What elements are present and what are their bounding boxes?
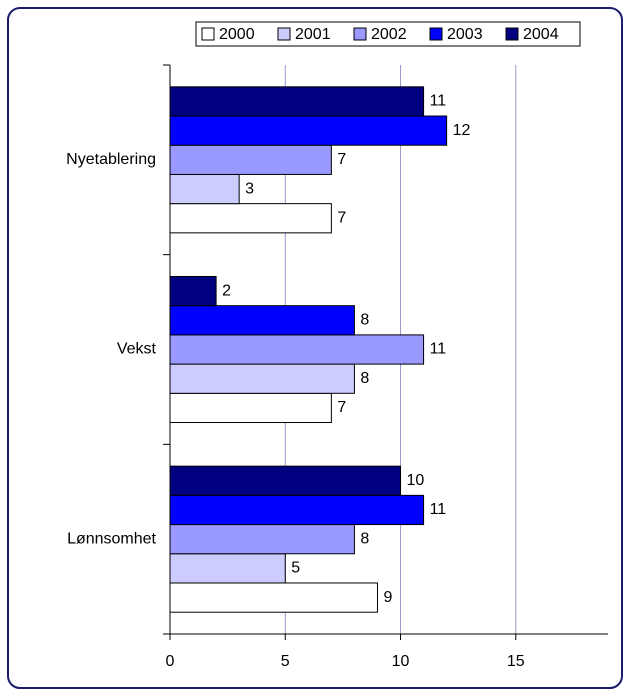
y-tick-label: Lønnsomhet [67,530,156,547]
bar [169,144,332,175]
data-label: 7 [337,209,346,226]
bar [169,363,355,394]
bar [169,305,355,336]
data-label: 7 [337,399,346,416]
data-label: 3 [245,180,254,197]
bar [169,392,332,424]
data-label: 10 [407,472,425,489]
x-tick-label: 10 [392,653,410,670]
data-label: 12 [453,122,471,139]
data-label: 2 [222,282,231,299]
legend-label: 2000 [219,26,255,43]
legend-swatch [277,27,291,41]
bar [169,334,425,365]
bar [169,553,286,584]
data-label: 8 [360,312,369,329]
data-label: 5 [291,560,300,577]
legend-swatch [429,27,443,41]
bar [169,203,332,234]
legend-swatch [201,27,215,41]
legend-label: 2002 [371,26,407,43]
data-label: 11 [430,93,447,110]
data-label: 11 [430,501,447,518]
x-tick-label: 15 [507,653,525,670]
bar [169,275,217,307]
data-label: 9 [383,589,392,606]
data-label: 8 [360,370,369,387]
legend-label: 2001 [295,26,331,43]
bar [169,86,425,117]
y-tick-label: Nyetablering [66,151,156,168]
data-label: 11 [430,341,447,358]
legend-label: 2003 [447,26,483,43]
bar [169,582,378,613]
legend-swatch [505,27,519,41]
data-label: 8 [360,530,369,547]
legend-swatch [353,27,367,41]
bar [169,465,402,496]
y-tick-label: Vekst [117,341,157,358]
bar [169,173,240,205]
bar [169,524,355,555]
bar [169,115,448,146]
bar [169,494,425,526]
x-tick-label: 5 [281,653,290,670]
legend-label: 2004 [523,26,559,43]
x-tick-label: 0 [166,653,175,670]
data-label: 7 [337,151,346,168]
